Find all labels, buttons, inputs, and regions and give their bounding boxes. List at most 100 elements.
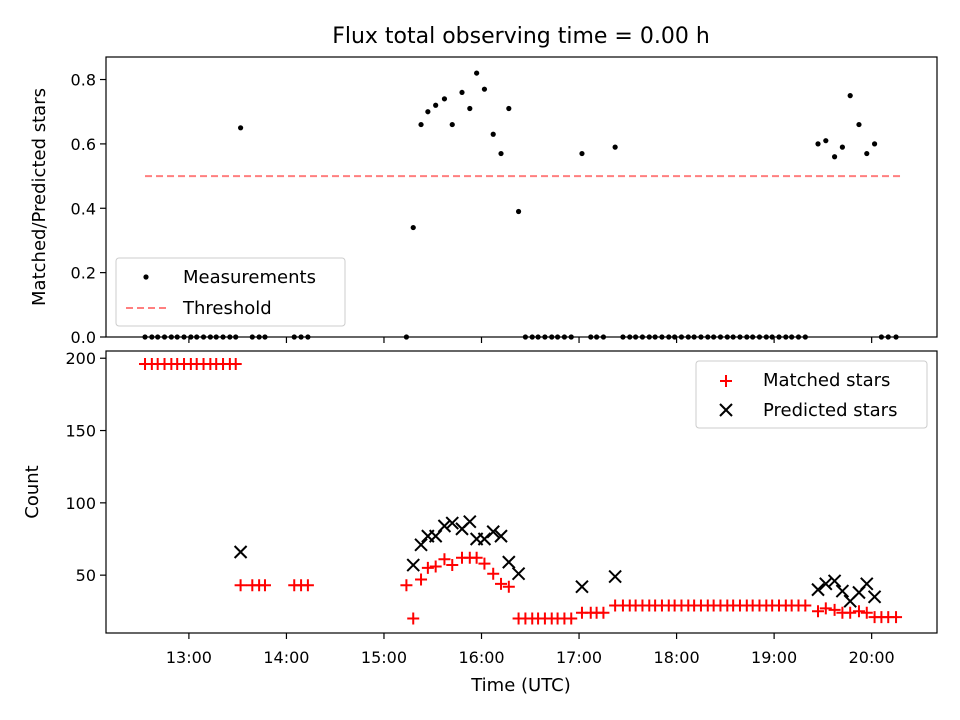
x-tick-label: 14:00 [263, 648, 309, 667]
top-y-ticks: 0.0 0.2 0.4 0.6 0.8 [71, 71, 106, 347]
data-point [400, 579, 413, 592]
data-point [890, 611, 903, 624]
data-point [871, 141, 878, 147]
data-point [856, 121, 862, 128]
data-point [234, 579, 247, 592]
data-point [867, 590, 882, 604]
data-point [502, 580, 515, 593]
legend-label-predicted-stars: Predicted stars [763, 400, 897, 421]
series-matched-stars [139, 358, 903, 625]
legend-label-measurements: Measurements [183, 267, 316, 288]
data-point [478, 557, 491, 570]
top-ylabel: Matched/Predicted stars [29, 88, 50, 306]
data-point [301, 579, 314, 592]
legend-label-threshold: Threshold [182, 298, 272, 319]
data-point [494, 529, 508, 543]
data-point [441, 96, 448, 102]
data-point [459, 89, 465, 96]
data-point [860, 577, 874, 591]
data-point [414, 538, 428, 552]
data-point [229, 358, 242, 371]
data-point [811, 582, 825, 597]
data-point [498, 150, 504, 157]
x-tick-label: 18:00 [654, 648, 700, 667]
data-point [467, 105, 473, 112]
data-point [415, 573, 428, 586]
x-tick-label: 15:00 [361, 648, 407, 667]
data-point [474, 70, 480, 76]
data-point [823, 138, 829, 144]
x-tick-label: 16:00 [458, 648, 504, 667]
data-point [575, 580, 589, 594]
data-point [433, 102, 439, 108]
x-axis-label: Time (UTC) [470, 675, 571, 696]
data-point [812, 605, 825, 618]
data-point [429, 560, 442, 573]
data-point [511, 567, 526, 581]
data-point [495, 577, 508, 590]
data-point [831, 154, 838, 160]
data-point [815, 141, 821, 147]
y-tick-label: 100 [65, 494, 96, 513]
data-point [799, 599, 812, 612]
data-point [470, 551, 483, 564]
x-tick-label: 17:00 [556, 648, 602, 667]
data-point [839, 144, 845, 150]
data-point [847, 93, 853, 99]
bottom-legend: Matched stars Predicted stars [695, 360, 928, 429]
data-point [487, 567, 500, 580]
bottom-axes-frame [105, 350, 938, 634]
data-point [418, 121, 424, 128]
legend-marker-matched-stars [720, 375, 732, 387]
data-point [477, 532, 492, 546]
data-point [864, 150, 870, 157]
data-point [446, 559, 459, 572]
data-point [502, 555, 516, 569]
data-point [579, 150, 585, 157]
x-tick-label: 19:00 [751, 648, 797, 667]
data-point [407, 612, 420, 625]
data-point [233, 545, 248, 559]
bottom-legend-box [695, 360, 928, 429]
top-x-ticks [188, 337, 873, 343]
data-point [827, 574, 842, 588]
bottom-y-ticks: 50 100 150 200 [65, 349, 106, 585]
data-point [406, 558, 420, 572]
data-point [490, 131, 496, 137]
top-legend-box [115, 257, 346, 327]
data-point [463, 514, 477, 529]
data-point [437, 519, 452, 533]
data-point [449, 121, 455, 128]
y-tick-label: 0.0 [71, 328, 96, 347]
bottom-ylabel: Count [22, 465, 43, 518]
data-point [486, 525, 500, 539]
bottom-panel: Count 50 100 150 200 13:00 14:00 15:00 16:00 17… [22, 349, 938, 696]
y-tick-label: 50 [76, 566, 96, 585]
bottom-x-ticks: 13:00 14:00 15:00 16:00 17:00 18:00 19:00 20:00 [166, 633, 895, 667]
x-tick-label: 13:00 [166, 648, 212, 667]
legend-marker-measurements [143, 274, 149, 280]
chart-title: Flux total observing time = 0.00 h [332, 24, 710, 49]
top-legend: Measurements Threshold [115, 257, 346, 327]
data-point [410, 224, 416, 231]
top-axes-frame [105, 56, 938, 338]
data-point [612, 144, 618, 150]
bottom-marks [139, 358, 903, 625]
y-tick-label: 0.6 [71, 135, 96, 154]
data-point [819, 577, 833, 591]
y-tick-label: 0.8 [71, 71, 96, 90]
y-tick-label: 200 [65, 349, 96, 368]
data-point [506, 105, 512, 112]
series-predicted-stars [233, 514, 882, 608]
data-point [860, 606, 873, 619]
data-point [481, 86, 488, 92]
top-panel: Matched/Predicted stars 0.00.20.40.60.8 … [29, 56, 938, 347]
data-point [597, 606, 610, 619]
data-point [421, 561, 434, 574]
legend-label-matched-stars: Matched stars [763, 370, 890, 391]
y-tick-label: 0.4 [71, 199, 96, 218]
data-point [515, 208, 522, 215]
y-tick-label: 150 [65, 422, 96, 441]
data-point [608, 569, 622, 584]
